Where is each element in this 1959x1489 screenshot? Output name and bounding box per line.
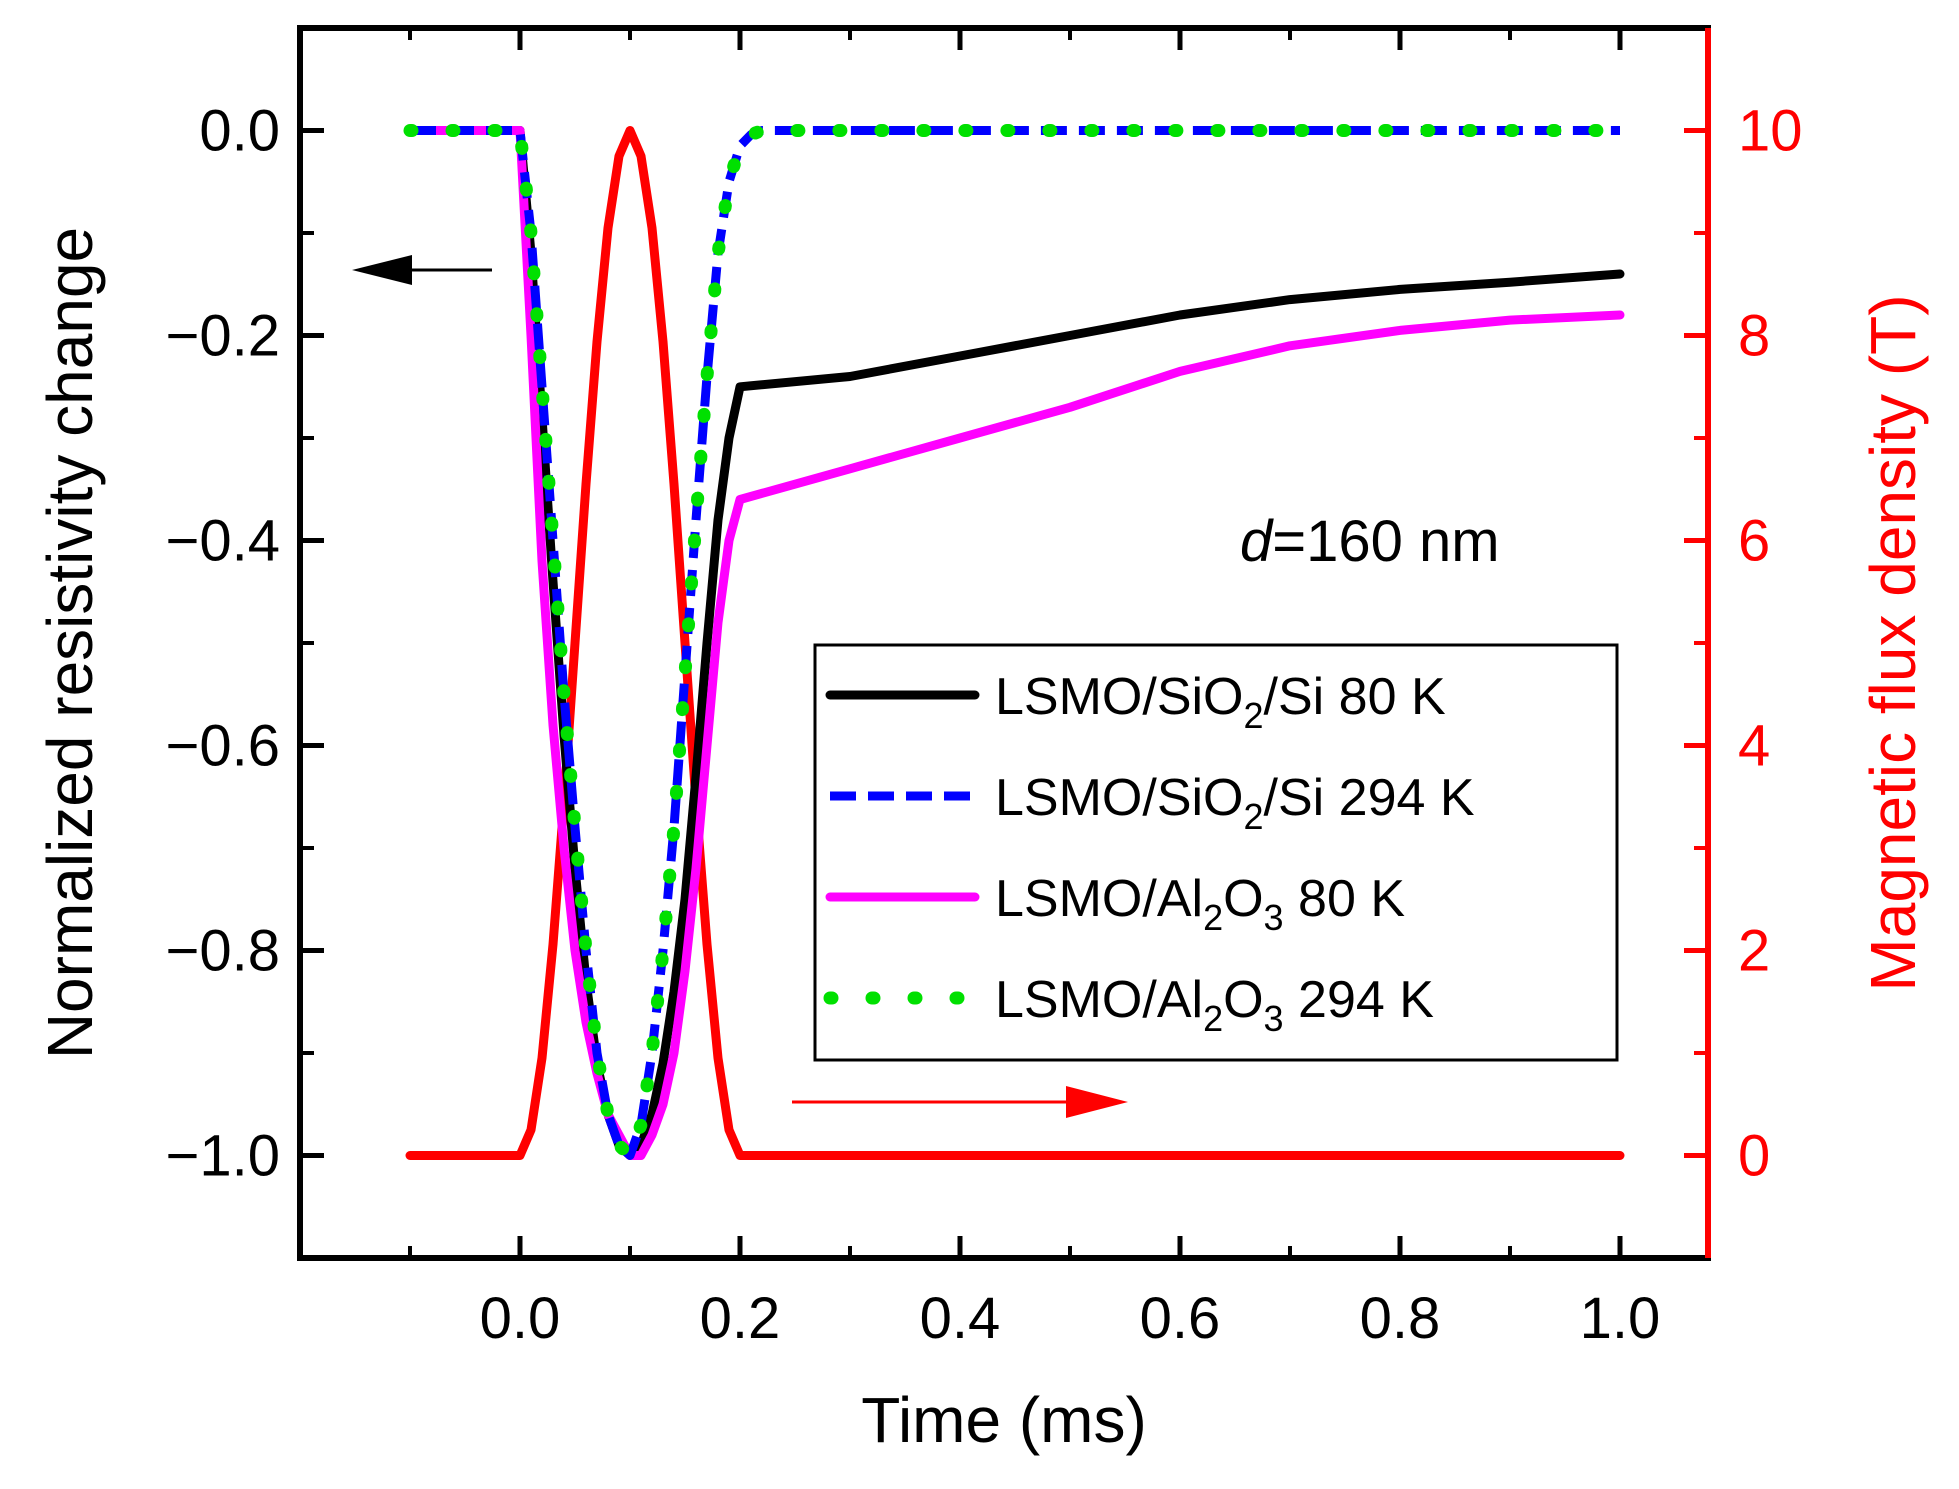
legend-subscript: 3 [1264,998,1284,1039]
series-line-s294 [410,126,1620,1160]
annotation-italic: d [1240,509,1274,574]
legend-subscript: 2 [1244,695,1264,736]
y-right-tick-label: 10 [1738,99,1803,164]
legend-subscript: 2 [1203,998,1223,1039]
y-left-tick-label: −1.0 [166,1124,281,1189]
y-right-tick-label: 6 [1738,509,1770,574]
legend-text-part: O [1223,971,1263,1029]
legend-subscript: 2 [1244,796,1264,837]
x-tick-label: 0.2 [700,1286,781,1351]
legend-text-part: LSMO/Al [995,870,1203,928]
legend-text-part: LSMO/Al [995,971,1203,1029]
legend-text-part: 294 K [1284,971,1435,1029]
y-left-tick-label: 0.0 [199,99,280,164]
x-tick-label: 1.0 [1580,1286,1661,1351]
y-right-tick-label: 8 [1738,304,1770,369]
x-tick-label: 0.4 [920,1286,1001,1351]
ticks-layer: 0.0 0.2 0.4 0.6 0.8 1.0 0.0 −0.2 −0.4 −0.6 −0.8 −1.… [166,28,1803,1351]
legend-box [813,643,1619,1062]
data-layer [403,124,1627,1162]
series-line-a80 [405,126,1625,1160]
legend-label-a80: LSMO/Al2O3 80 K [995,870,1405,938]
y-left-tick-label: −0.6 [166,714,281,779]
y-axis-left-title: Normalized resistivity change [34,227,106,1059]
y-left-tick-label: −0.8 [166,919,281,984]
legend-subscript: 3 [1264,897,1284,938]
legend-subscript: 2 [1203,897,1223,938]
y-right-tick-label: 2 [1738,919,1770,984]
thickness-annotation: d=160 nm [1240,509,1500,574]
right-arrow [792,1086,1128,1118]
y-right-tick-label: 4 [1738,714,1770,779]
plot-frame [297,25,1711,1261]
annotation-text: =160 nm [1272,509,1499,574]
legend-text-part: LSMO/SiO [995,769,1244,827]
y-axis-right-title: Magnetic flux density (T) [1857,294,1929,991]
legend-label-a294: LSMO/Al2O3 294 K [995,971,1434,1039]
y-left-tick-label: −0.4 [166,509,281,574]
x-axis-title: Time (ms) [861,1384,1147,1456]
legend-text-part: LSMO/SiO [995,668,1244,726]
x-tick-label: 0.8 [1360,1286,1441,1351]
series-line-field [405,126,1625,1160]
legend-text-part: /Si 294 K [1264,769,1475,827]
x-tick-label: 0.0 [480,1286,561,1351]
y-right-tick-label: 0 [1738,1124,1770,1189]
left-arrow [352,255,492,285]
x-tick-label: 0.6 [1140,1286,1221,1351]
legend-label-s294: LSMO/SiO2/Si 294 K [995,769,1475,837]
y-left-tick-label: −0.2 [166,304,281,369]
legend-text-part: O [1223,870,1263,928]
legend-label-s80: LSMO/SiO2/Si 80 K [995,668,1446,736]
legend-text-part: 80 K [1284,870,1406,928]
legend-text-part: /Si 80 K [1264,668,1446,726]
series-line-a294 [403,124,1627,1162]
